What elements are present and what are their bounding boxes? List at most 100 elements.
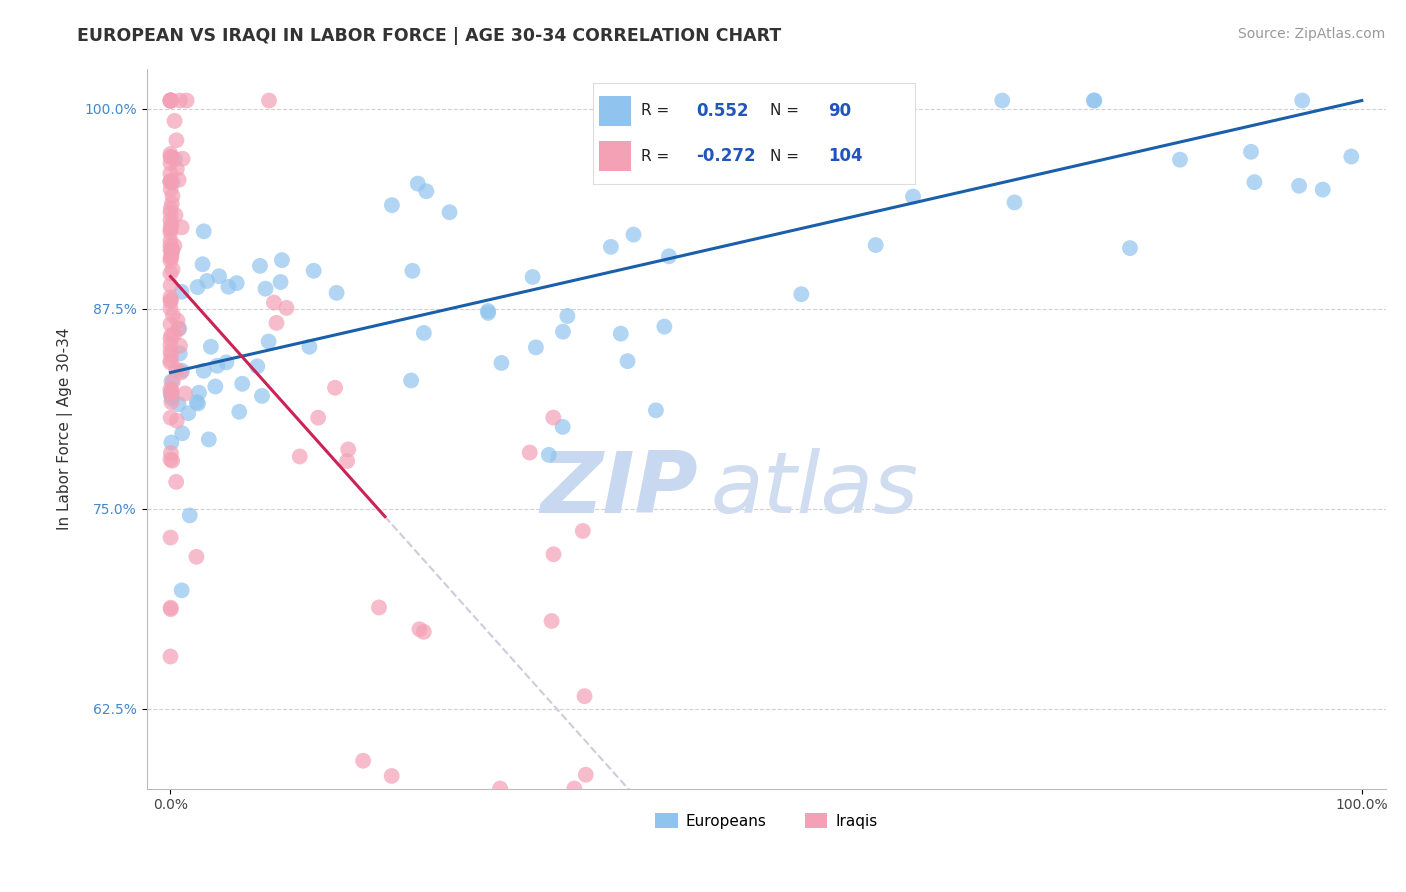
- Point: [160, 395, 183, 409]
- Point: [991, 94, 1014, 108]
- Point: [159, 602, 181, 616]
- Point: [159, 649, 181, 664]
- Point: [160, 293, 183, 308]
- Point: [519, 445, 541, 459]
- Point: [159, 267, 181, 281]
- Point: [159, 353, 181, 368]
- Point: [160, 446, 183, 460]
- Point: [551, 325, 574, 339]
- Point: [159, 150, 181, 164]
- Point: [159, 205, 181, 219]
- Point: [368, 600, 391, 615]
- Point: [489, 781, 512, 796]
- Point: [165, 133, 187, 147]
- Point: [412, 326, 434, 340]
- Point: [160, 347, 183, 361]
- Point: [159, 175, 181, 189]
- Point: [174, 386, 197, 401]
- Point: [159, 243, 181, 257]
- Point: [159, 175, 181, 189]
- Point: [1291, 94, 1313, 108]
- Point: [166, 313, 188, 327]
- Point: [575, 768, 598, 782]
- Legend: Europeans, Iraqis: Europeans, Iraqis: [648, 806, 883, 835]
- Point: [162, 175, 184, 189]
- Point: [540, 614, 562, 628]
- Point: [188, 385, 211, 400]
- Point: [167, 173, 190, 187]
- Point: [562, 781, 585, 796]
- Point: [537, 448, 560, 462]
- Point: [551, 420, 574, 434]
- Point: [159, 317, 181, 331]
- Point: [323, 381, 346, 395]
- Point: [352, 754, 374, 768]
- Point: [162, 189, 184, 203]
- Point: [166, 161, 188, 176]
- Point: [159, 182, 181, 196]
- Point: [1243, 175, 1265, 189]
- Point: [160, 218, 183, 232]
- Point: [439, 205, 461, 219]
- Point: [195, 274, 218, 288]
- Point: [645, 403, 668, 417]
- Point: [524, 340, 547, 354]
- Point: [187, 280, 209, 294]
- Point: [654, 319, 676, 334]
- Y-axis label: In Labor Force | Age 30-34: In Labor Force | Age 30-34: [58, 327, 73, 530]
- Point: [207, 359, 229, 373]
- Point: [160, 328, 183, 343]
- Point: [1083, 94, 1105, 108]
- Point: [159, 531, 181, 545]
- Point: [401, 264, 423, 278]
- Point: [165, 362, 187, 376]
- Point: [166, 414, 188, 428]
- Point: [170, 364, 193, 378]
- Point: [159, 94, 181, 108]
- Point: [160, 386, 183, 401]
- Point: [865, 238, 887, 252]
- Point: [208, 269, 231, 284]
- Point: [266, 316, 288, 330]
- Point: [1119, 241, 1142, 255]
- Point: [159, 290, 181, 304]
- Point: [159, 337, 181, 351]
- Point: [163, 327, 186, 342]
- Point: [159, 156, 181, 170]
- Point: [165, 475, 187, 489]
- Point: [1240, 145, 1263, 159]
- Point: [160, 243, 183, 257]
- Point: [307, 410, 329, 425]
- Point: [298, 340, 321, 354]
- Point: [162, 262, 184, 277]
- Point: [169, 94, 191, 108]
- Point: [399, 374, 422, 388]
- Point: [165, 208, 187, 222]
- Point: [163, 239, 186, 253]
- Point: [406, 177, 429, 191]
- Point: [159, 251, 181, 265]
- Point: [159, 410, 181, 425]
- Point: [160, 392, 183, 406]
- Point: [522, 270, 544, 285]
- Point: [160, 150, 183, 164]
- Point: [415, 184, 437, 198]
- Point: [167, 322, 190, 336]
- Point: [193, 364, 215, 378]
- Point: [186, 549, 208, 564]
- Point: [169, 346, 191, 360]
- Point: [159, 344, 181, 359]
- Point: [159, 301, 181, 316]
- Point: [159, 213, 181, 227]
- Point: [186, 395, 208, 409]
- Point: [159, 355, 181, 369]
- Point: [159, 382, 181, 396]
- Point: [325, 285, 347, 300]
- Point: [1004, 195, 1026, 210]
- Point: [160, 375, 183, 389]
- Point: [217, 279, 239, 293]
- Point: [167, 397, 190, 411]
- Point: [336, 454, 359, 468]
- Point: [257, 334, 280, 349]
- Point: [623, 227, 645, 242]
